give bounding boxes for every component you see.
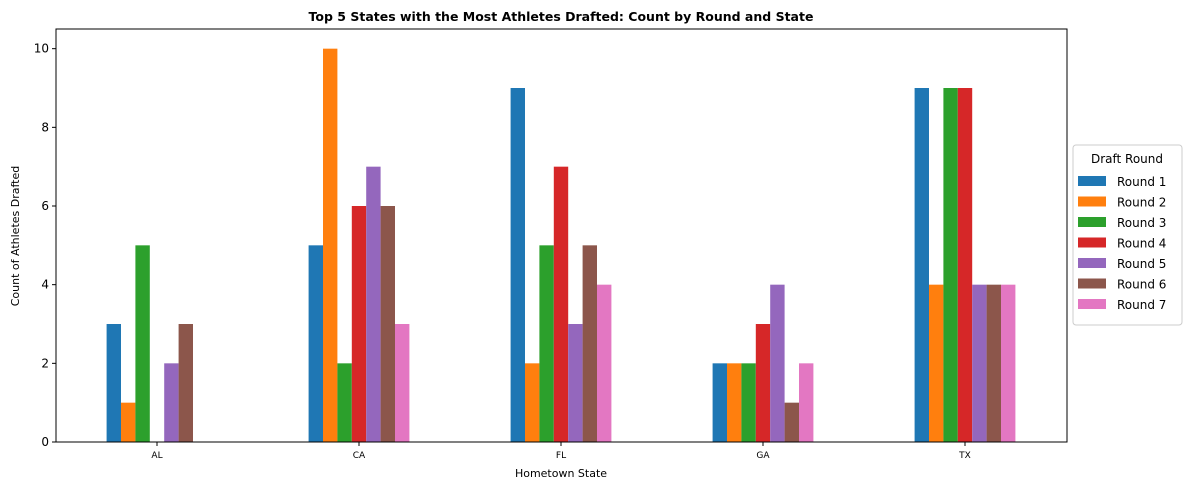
x-axis-label: Hometown State — [515, 467, 607, 480]
legend-swatch-round-7 — [1078, 299, 1106, 309]
bar-tx-round-4 — [957, 88, 973, 442]
bar-ga-round-7 — [799, 363, 814, 442]
bar-ca-round-4 — [351, 206, 367, 442]
bar-ga-round-3 — [741, 363, 756, 442]
legend-label-round-4: Round 4 — [1117, 237, 1166, 251]
legend-swatch-round-3 — [1078, 217, 1106, 227]
bar-fl-round-7 — [597, 284, 612, 442]
x-tick-label-al: AL — [151, 451, 162, 461]
legend-items: Round 1 Round 2 Round 3 Round 4 Round 5 Round… — [1078, 175, 1166, 312]
bar-fl-round-3 — [539, 245, 554, 442]
bar-tx-round-2 — [929, 284, 944, 442]
bar-fl-round-2 — [525, 363, 540, 442]
bar-fl-round-4 — [553, 166, 569, 443]
bar-ca-round-3 — [337, 363, 352, 442]
y-tick-label: 4 — [41, 278, 49, 292]
legend-swatch-round-5 — [1078, 258, 1106, 268]
bar-tx-round-1 — [914, 88, 929, 442]
x-axis-ticks: AL CA FL GA TX — [151, 442, 971, 461]
bar-ga-round-4 — [755, 324, 771, 442]
legend-label-round-5: Round 5 — [1117, 257, 1166, 271]
legend-swatch-round-4 — [1078, 237, 1106, 248]
bar-ca-round-2 — [323, 48, 338, 443]
bar-al-round-1 — [106, 324, 121, 442]
bar-tx-round-5 — [972, 284, 987, 442]
bar-fl-round-6 — [582, 245, 597, 442]
legend-swatch-round-2 — [1078, 196, 1106, 207]
legend-swatch-round-1 — [1078, 176, 1106, 186]
bar-al-round-5 — [164, 363, 179, 442]
legend: Draft Round Round 1 Round 2 Round 3 Round 4… — [1072, 144, 1183, 326]
y-tick-label: 10 — [34, 42, 49, 56]
y-tick-label: 8 — [41, 120, 49, 134]
y-axis-ticks: 0 2 4 6 8 10 — [34, 42, 56, 449]
bar-ga-round-2 — [727, 363, 742, 442]
bar-al-round-2 — [121, 402, 136, 442]
bar-ca-round-6 — [380, 206, 395, 442]
legend-label-round-7: Round 7 — [1117, 298, 1166, 312]
bar-tx-round-3 — [943, 88, 958, 442]
bar-tx-round-7 — [1001, 284, 1016, 442]
bar-tx-round-6 — [986, 284, 1001, 442]
bar-ga-round-1 — [712, 363, 727, 442]
bar-ca-round-7 — [395, 324, 410, 442]
legend-label-round-3: Round 3 — [1117, 216, 1166, 230]
bar-al-round-6 — [178, 324, 193, 442]
y-tick-label: 6 — [41, 199, 49, 213]
bar-ca-round-1 — [308, 245, 323, 442]
bar-ca-round-5 — [366, 166, 381, 443]
y-tick-label: 2 — [41, 356, 49, 370]
legend-swatch-round-6 — [1078, 278, 1106, 289]
x-tick-label-tx: TX — [958, 451, 971, 461]
legend-label-round-1: Round 1 — [1117, 175, 1166, 189]
bar-fl-round-1 — [510, 88, 525, 442]
x-tick-label-ca: CA — [353, 451, 366, 461]
bar-ga-round-6 — [784, 402, 799, 442]
bars-group — [106, 48, 1016, 443]
chart-title: Top 5 States with the Most Athletes Draf… — [309, 9, 814, 24]
x-tick-label-fl: FL — [556, 451, 566, 461]
legend-label-round-6: Round 6 — [1117, 278, 1166, 292]
legend-label-round-2: Round 2 — [1117, 196, 1166, 210]
legend-title: Draft Round — [1091, 152, 1163, 166]
bar-fl-round-5 — [568, 324, 583, 442]
x-tick-label-ga: GA — [756, 451, 770, 461]
y-axis-label: Count of Athletes Drafted — [9, 166, 22, 307]
bar-al-round-3 — [135, 245, 150, 442]
y-tick-label: 0 — [41, 435, 49, 449]
bar-ga-round-5 — [770, 284, 785, 442]
